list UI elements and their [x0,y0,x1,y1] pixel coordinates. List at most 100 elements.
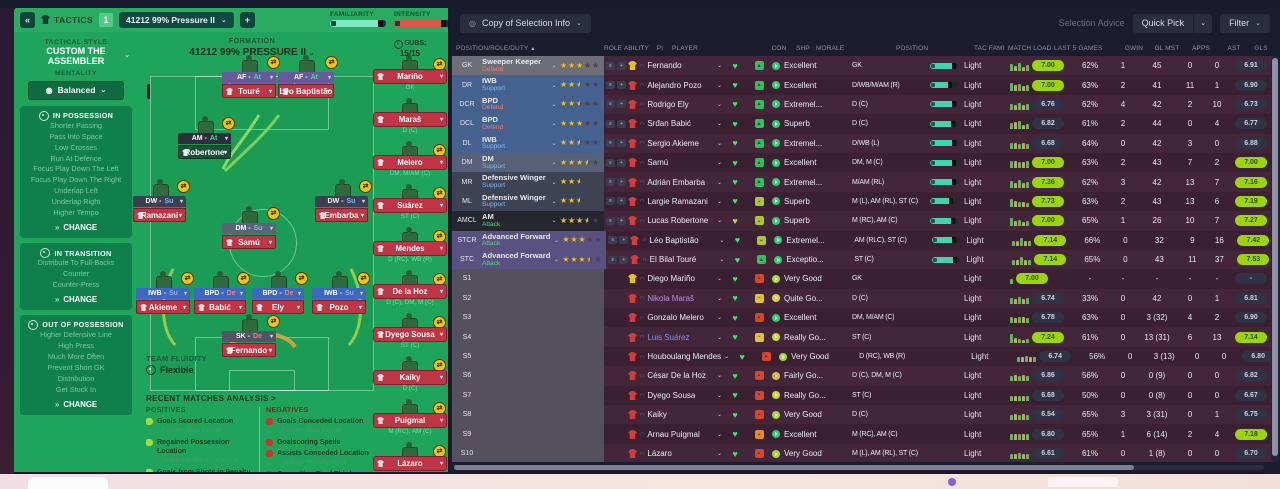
role-duty-cell[interactable]: Defensive Winger Support [482,192,546,209]
player-instructions[interactable] [604,405,628,424]
table-row[interactable]: S1 ∩ Diego Mariño ⌄ ♥ ▪ Very Good GK Light 7.00 - -… [452,269,1274,289]
player-cell[interactable]: ∩ Srđan Babić ⌄ [628,114,724,133]
sub-name-pill[interactable]: Puigmal ▾ [373,413,447,428]
role-duty-cell[interactable]: Defensive Winger Support [482,173,546,190]
player-cell[interactable]: ∩ Gonzalo Melero ⌄ [628,308,724,327]
role-duty-bar[interactable]: AF - At ▾ [222,72,276,83]
col-header-gwin[interactable]: GWIN [1124,44,1144,52]
player-instructions[interactable] [604,444,628,462]
change-button[interactable]: » CHANGE [24,400,128,409]
tactical-style-select[interactable]: CUSTOM THE ASSEMBLER ⌄ [46,46,130,67]
role-dropdown[interactable]: ⌄ [553,237,559,244]
role-dropdown[interactable]: ⌄ [551,218,557,225]
table-row[interactable]: DCL BPD Defend ⌄ ★ ★ ★ ★ ★ ★ ★ ★ ≡ + ∩ Srđan Babić ⌄ ♥ ▴ Su… [452,114,1274,134]
table-row[interactable]: DR IWB Support ⌄ ★ ★ ★ ★ ★ ★ ★ ★ ≡ + ∩ Alejandro Pozo ⌄ ♥… [452,75,1274,95]
player-cell[interactable]: ∩ Rodrigo Ely ⌄ [628,95,724,114]
table-row[interactable]: S4 ∩ Luis Suárez ⌄ ♥ − Really Go... ST (C) Light… [452,327,1274,347]
player-cell[interactable]: ∩ Lucas Robertone ⌄ [628,211,724,230]
sub-name-pill[interactable]: Melero ▾ [373,155,447,170]
role-duty-cell[interactable]: IWB Support [482,134,506,151]
player-instructions[interactable]: ≡ + [604,56,628,75]
player-cell[interactable]: ∩ Houboulang Mendes ⌄ [628,347,731,366]
table-row[interactable]: S2 ∩ Nikola Maraš ⌄ ♥ − Quite Go... D (C) Light 6… [452,288,1274,309]
col-header-last-5-games[interactable]: LAST 5 GAMES [1054,44,1103,52]
filter-button[interactable]: Filter ⌄ [1220,13,1270,33]
player-instructions[interactable] [604,386,628,405]
role-duty-cell[interactable]: Advanced Forward Attack [482,231,551,248]
col-header-apps[interactable]: APPS [1192,44,1210,52]
sub-name-pill[interactable]: Kaiky ▾ [373,370,447,385]
vertical-scrollbar[interactable] [1271,56,1279,462]
role-duty-bar[interactable]: BPD - De ▾ [194,288,246,299]
swap-position-icon[interactable]: ⇄ [357,272,370,285]
swap-position-icon[interactable]: ⇄ [433,58,446,71]
col-header-position[interactable]: POSITION [896,44,929,52]
player-instructions[interactable]: ≡ + [606,250,630,269]
role-dropdown[interactable] [548,366,560,385]
player-instructions[interactable] [604,308,628,327]
table-row[interactable]: S9 ∩ Arnau Puigmal ⌄ ♥ ⌄ Excellent M (RC), AM (… [452,424,1274,444]
player-cell[interactable]: ∩ Léo Baptistão ⌄ [630,231,726,250]
sub-name-pill[interactable]: Dyego Sousa ▾ [373,327,447,342]
sub-name-pill[interactable]: Suárez ▾ [373,198,447,213]
col-header-con[interactable]: CON [771,44,787,52]
player-instructions[interactable] [604,269,628,288]
role-duty-bar[interactable]: IWB - Su ▾ [312,288,366,299]
player-instructions[interactable]: ≡ + [604,192,628,211]
player-instructions[interactable] [604,289,628,308]
sub-name-pill[interactable]: Maraš ▾ [373,112,447,127]
player-instructions[interactable] [604,347,628,366]
role-duty-bar[interactable]: SK - De ▾ [222,331,276,342]
tactic-selector[interactable]: 41212 99% Pressure II ⌄ [119,12,234,28]
role-dropdown[interactable] [548,269,560,288]
player-instructions[interactable] [604,327,628,346]
col-header-shp[interactable]: SHP [796,44,810,52]
table-row[interactable]: GK Sweeper Keeper Defend ⌄ ★ ★ ★ ★ ★ ★ ★ ★ ≡ + ∩ Fernan… [452,56,1274,76]
player-name-pill[interactable]: Samú ▾ [222,235,276,249]
role-duty-cell[interactable] [482,308,548,327]
col-header-gls[interactable]: GLS [1254,44,1268,52]
swap-position-icon[interactable]: ⇄ [295,272,308,285]
role-dropdown[interactable]: ⌄ [551,82,557,89]
role-duty-cell[interactable] [482,327,548,346]
player-cell[interactable]: ∩ El Bilal Touré ⌄ [630,250,726,269]
role-duty-bar[interactable]: BPD - De ▾ [252,288,304,299]
player-name-pill[interactable]: Léo Baptistão ▾ [278,84,334,98]
player-cell[interactable]: ∩ Luis Suárez ⌄ [628,327,724,346]
swap-position-icon[interactable]: ⇄ [267,207,280,220]
table-row[interactable]: S3 ∩ Gonzalo Melero ⌄ ♥ ▪ Excellent DM, M/AM (C… [452,308,1274,328]
player-instructions[interactable]: ≡ + [604,95,628,114]
role-dropdown[interactable]: ⌄ [553,257,559,264]
role-duty-cell[interactable] [482,405,548,424]
swap-position-icon[interactable]: ⇄ [237,272,250,285]
player-instructions[interactable]: ≡ + [604,211,628,230]
role-duty-bar[interactable]: DM - Su ▾ [222,223,276,234]
horizontal-scrollbar[interactable] [454,465,1264,470]
role-dropdown[interactable]: ⌄ [551,63,557,70]
player-cell[interactable]: ∩ César De la Hoz ⌄ [628,366,724,385]
swap-position-icon[interactable]: ⇄ [267,56,280,69]
player-cell[interactable]: ∩ Adrián Embarba ⌄ [628,172,724,191]
player-instructions[interactable] [604,366,628,385]
player-cell[interactable]: ∩ Dyego Sousa ⌄ [628,386,724,405]
player-name-pill[interactable]: Pozo ▾ [312,300,366,314]
role-duty-bar[interactable]: DW - Su ▾ [315,196,368,207]
col-header-match-load[interactable]: MATCH LOAD [1008,44,1052,52]
role-dropdown[interactable]: ⌄ [551,140,557,147]
player-name-pill[interactable]: Akieme ▾ [136,300,190,314]
table-row[interactable]: ML Defensive Winger Support ⌄ ★ ★ ★ ★ ★ ★ ★ ★ ≡ + ∩ Lar… [452,191,1274,212]
player-cell[interactable]: ∩ Largie Ramazani ⌄ [628,192,724,211]
role-dropdown[interactable]: ⌄ [551,160,557,167]
tab-tactics[interactable]: TACTICS [41,14,93,26]
role-duty-cell[interactable] [482,444,548,462]
sub-name-pill[interactable]: De la Hoz ▾ [373,284,447,299]
col-header-pi[interactable]: PI [656,44,664,52]
player-name-pill[interactable]: Ramazani ▾ [133,208,186,222]
role-duty-cell[interactable]: BPD Defend [482,115,504,131]
table-row[interactable]: MR Defensive Winger Support ⌄ ★ ★ ★ ★ ★ ★ ★ ★ ≡ + ∩ Adr… [452,172,1274,192]
player-cell[interactable]: ∩ Diego Mariño ⌄ [628,269,724,288]
role-dropdown[interactable]: ⌄ [551,198,557,205]
role-duty-bar[interactable]: IWB - Su ▾ [136,288,190,299]
role-duty-bar[interactable]: DW - Su ▾ [133,196,186,207]
player-instructions[interactable]: ≡ + [604,153,628,172]
